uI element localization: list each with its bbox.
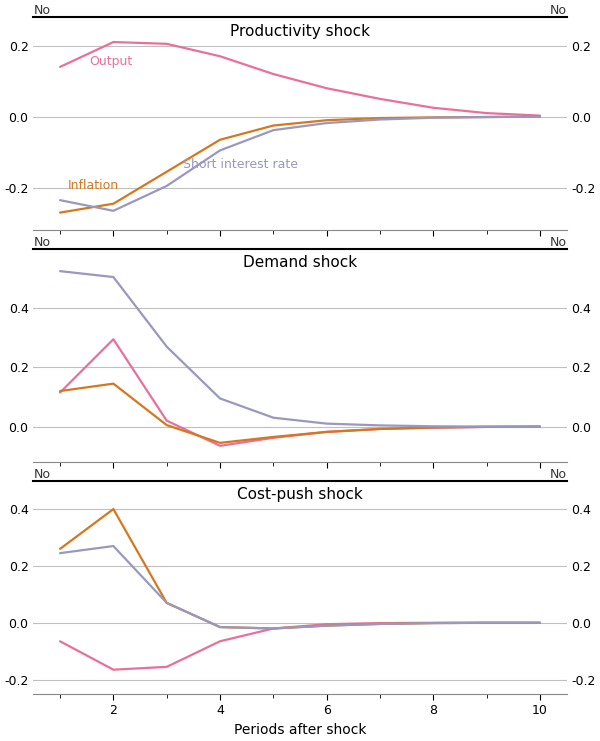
- Text: Inflation: Inflation: [68, 179, 119, 193]
- Text: No: No: [34, 4, 50, 17]
- Text: Short interest rate: Short interest rate: [182, 158, 298, 171]
- Text: No: No: [34, 236, 50, 249]
- Text: No: No: [550, 236, 566, 249]
- Text: Output: Output: [89, 55, 133, 68]
- Text: No: No: [550, 468, 566, 481]
- Text: No: No: [550, 4, 566, 17]
- Text: Productivity shock: Productivity shock: [230, 24, 370, 39]
- Text: Demand shock: Demand shock: [243, 256, 357, 270]
- Text: No: No: [34, 468, 50, 481]
- Text: Cost-push shock: Cost-push shock: [237, 487, 363, 502]
- X-axis label: Periods after shock: Periods after shock: [234, 722, 366, 737]
